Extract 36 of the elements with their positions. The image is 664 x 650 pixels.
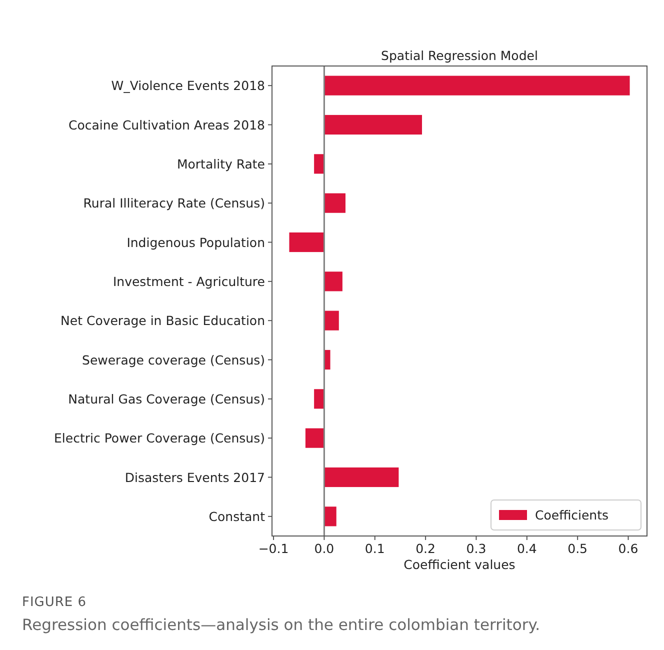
- y-tick-label: Disasters Events 2017: [124, 470, 265, 485]
- bar: [324, 310, 339, 330]
- x-tick-label: 0.4: [516, 541, 537, 556]
- text: Regression coefficients—analysis on the entire colombian territory.: [22, 616, 540, 634]
- x-tick-label: 0.5: [568, 541, 588, 556]
- y-tick-label: Investment - Agriculture: [112, 274, 266, 289]
- y-tick-label: Electric Power Coverage (Census): [54, 430, 265, 446]
- bar: [289, 232, 324, 252]
- y-tick-label: Net Coverage in Basic Education: [60, 313, 265, 328]
- bar: [324, 76, 630, 96]
- x-tick-label: 0.3: [466, 541, 486, 556]
- bar: [324, 467, 399, 488]
- bar: [324, 272, 342, 292]
- x-tick-label: 0.2: [416, 541, 436, 556]
- bar: [314, 154, 324, 174]
- x-tick-label: 0.1: [364, 541, 385, 556]
- y-tick-label: Indigenous Population: [126, 234, 265, 250]
- y-tick-label: Cocaine Cultivation Areas 2018: [68, 117, 266, 132]
- bar: [324, 114, 422, 135]
- chart-title: Spatial Regression Model: [381, 48, 538, 63]
- x-tick-label: 0.6: [618, 541, 638, 556]
- y-tick-label: W_Violence Events 2018: [111, 78, 266, 94]
- x-tick-label: −0.1: [258, 541, 289, 556]
- bar: [305, 428, 324, 448]
- y-tick-label: Constant: [208, 508, 266, 524]
- legend-label: Coefficients: [535, 508, 609, 522]
- bar: [314, 389, 324, 409]
- x-axis-title: Coefficient values: [404, 557, 516, 572]
- y-tick-label: Mortality Rate: [176, 156, 266, 172]
- y-tick-label: Sewerage coverage (Census): [82, 352, 265, 368]
- y-tick-label: Natural Gas Coverage (Census): [68, 391, 265, 406]
- y-tick-label: Rural Illiteracy Rate (Census): [83, 196, 265, 211]
- caption: FIGURE 6: [22, 595, 87, 610]
- x-tick-label: 0.0: [314, 541, 334, 556]
- bar: [324, 506, 336, 526]
- bar: [324, 193, 346, 213]
